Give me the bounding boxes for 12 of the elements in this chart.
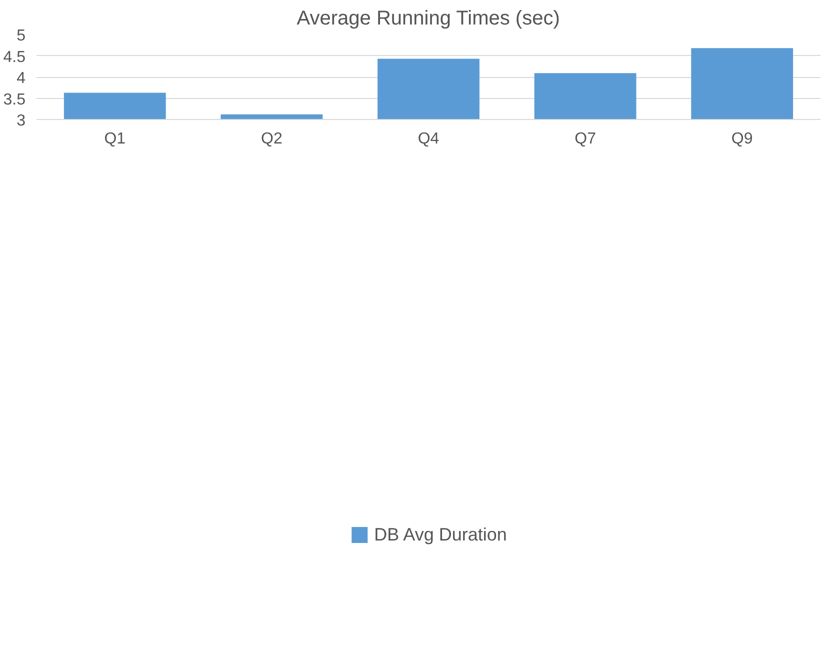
y-tick-label: 4 — [16, 70, 26, 87]
x-tick-label: Q2 — [261, 130, 282, 148]
y-tick-label: 4.5 — [3, 48, 26, 66]
y-tick-label: 3 — [16, 112, 26, 130]
x-tick-label: Q9 — [731, 130, 753, 148]
chart-title: Average Running Times (sec) — [296, 8, 560, 30]
x-tick-label: Q1 — [104, 130, 126, 148]
y-tick-label: 3.5 — [3, 91, 26, 108]
x-tick-label: Q7 — [574, 130, 596, 148]
legend-label: DB Avg Duration — [374, 524, 507, 546]
y-tick-label: 5 — [16, 28, 26, 44]
x-tick-label: Q4 — [418, 130, 440, 148]
